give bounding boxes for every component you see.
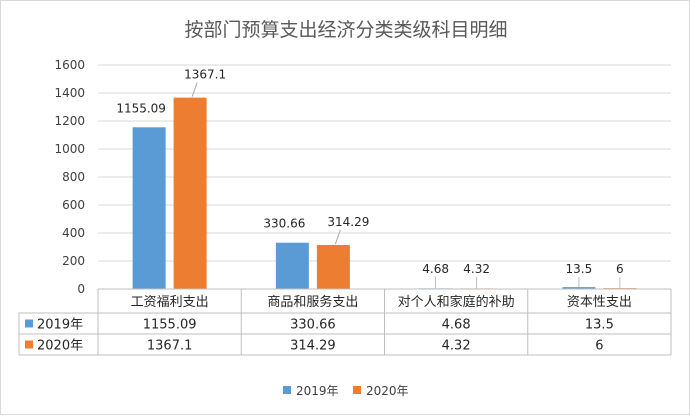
table-cell: 13.5 <box>585 318 614 333</box>
label-leader-line <box>191 82 198 97</box>
y-tick-label: 0 <box>77 282 85 296</box>
bars <box>132 97 637 289</box>
x-tick-label: 资本性支出 <box>567 295 632 310</box>
table-cell: 4.32 <box>442 339 471 354</box>
table-legend-key <box>25 319 33 328</box>
data-label: 1367.1 <box>184 68 226 82</box>
legend-key <box>353 386 361 394</box>
data-label: 6 <box>616 262 624 276</box>
bar-2020年-商品和服务支出 <box>316 244 350 289</box>
x-tick-label: 对个人和家庭的补助 <box>398 294 515 310</box>
x-tick-label: 商品和服务支出 <box>267 294 358 310</box>
y-axis-ticks: 0 200 400 600 800 1000 1200 1400 1600 <box>54 58 85 296</box>
legend: 2019年 2020年 <box>283 384 409 398</box>
data-label: 330.66 <box>263 217 305 231</box>
data-table: 工资福利支出 商品和服务支出 对个人和家庭的补助 资本性支出 2019年 1155.09 3… <box>18 288 672 356</box>
table-cell: 6 <box>595 339 603 354</box>
data-labels: 1155.09 1367.1 330.66 314.29 4.68 4.32 13.5 6 <box>116 68 624 289</box>
table-series-name: 2019年 <box>37 318 83 333</box>
y-tick-label: 400 <box>62 226 85 240</box>
data-label: 4.32 <box>463 262 490 276</box>
y-tick-label: 1000 <box>54 142 85 156</box>
data-label: 314.29 <box>327 215 369 229</box>
table-cell: 314.29 <box>290 339 336 354</box>
table-cell: 1155.09 <box>143 318 197 333</box>
data-label: 13.5 <box>566 262 593 276</box>
bar-2019年-资本性支出 <box>562 287 596 289</box>
y-tick-label: 1400 <box>54 86 85 100</box>
table-legend-key <box>25 340 33 349</box>
y-tick-label: 1600 <box>54 58 85 72</box>
legend-label: 2020年 <box>366 384 409 398</box>
table-series-name: 2020年 <box>37 339 83 354</box>
legend-label: 2019年 <box>296 384 339 398</box>
x-tick-label: 工资福利支出 <box>131 295 209 310</box>
label-leader-line <box>334 229 341 245</box>
data-label: 1155.09 <box>116 101 166 115</box>
bar-2019年-工资福利支出 <box>132 127 166 289</box>
y-tick-label: 600 <box>62 198 85 212</box>
y-tick-label: 200 <box>62 254 85 268</box>
bar-2019年-商品和服务支出 <box>275 242 309 289</box>
table-cell: 4.68 <box>442 318 471 333</box>
table-cell: 1367.1 <box>147 339 193 354</box>
bar-2020年-工资福利支出 <box>173 97 207 289</box>
y-tick-label: 1200 <box>54 114 85 128</box>
chart-title: 按部门预算支出经济分类类级科目明细 <box>184 19 507 41</box>
data-label: 4.68 <box>422 262 449 276</box>
table-cell: 330.66 <box>290 318 336 333</box>
y-tick-label: 800 <box>62 170 85 184</box>
legend-key <box>283 386 291 394</box>
